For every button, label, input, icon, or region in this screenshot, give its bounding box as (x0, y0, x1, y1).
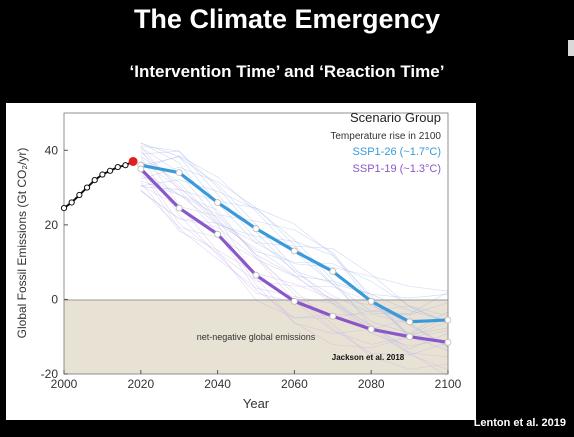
ssp1-26-point (367, 297, 375, 305)
y-axis-ticks: -20 0 20 40 (41, 143, 68, 381)
legend-title: Scenario Group (350, 110, 441, 125)
scenario-spaghetti-line (140, 190, 449, 370)
scenario-spaghetti-lines (140, 142, 449, 377)
x-tick-label: 2060 (281, 377, 308, 391)
scenario-spaghetti-line (140, 151, 449, 335)
scenario-spaghetti-line (140, 186, 449, 336)
slide-subtitle: ‘Intervention Time’ and ‘Reaction Time’ (129, 62, 445, 81)
scenario-spaghetti-line (140, 142, 449, 292)
x-tick-label: 2040 (204, 377, 231, 391)
scenario-spaghetti-line (140, 167, 449, 348)
ssp1-26-point (252, 225, 260, 232)
y-tick-label: 0 (51, 292, 58, 306)
y-tick-label: -20 (41, 367, 59, 381)
x-tick-label: 2080 (358, 377, 385, 391)
chart-figure: 2000 2020 2040 2060 2080 2100 -20 0 20 40 Year G… (6, 103, 476, 420)
ssp1-26-point (329, 268, 337, 275)
scenario-spaghetti-line (140, 180, 449, 343)
historical-point (76, 191, 83, 199)
ssp1-26-point (444, 316, 452, 324)
ssp1-19-point (252, 271, 260, 279)
ssp1-26-point (175, 169, 183, 177)
citation-credit: Lenton et al. 2019 (473, 417, 566, 429)
ssp1-26-point (406, 318, 414, 326)
y-tick-label: 40 (45, 143, 59, 157)
x-tick-label: 2100 (435, 377, 462, 391)
scenario-spaghetti-line (140, 189, 449, 358)
historical-point (99, 171, 106, 178)
source-annotation: Jackson et al. 2018 (332, 353, 405, 362)
scenario-spaghetti-line (140, 171, 449, 377)
x-tick-label: 2000 (51, 377, 78, 391)
y-tick-label: 20 (45, 218, 59, 232)
historical-point (91, 177, 98, 184)
historical-point (68, 199, 75, 206)
scenario-spaghetti-line (140, 190, 449, 347)
historical-point (60, 204, 68, 212)
legend-item-ssp1-26: SSP1-26 (~1.7°C) (353, 146, 441, 158)
scenario-spaghetti-line (140, 145, 449, 299)
scenario-spaghetti-line (140, 184, 449, 356)
legend-item-ssp1-19: SSP1-19 (~1.3°C) (353, 163, 441, 175)
historical-point (83, 184, 91, 191)
scenario-spaghetti-line (140, 146, 449, 319)
x-axis-ticks: 2000 2020 2040 2060 2080 2100 (51, 370, 462, 391)
ssp1-19-point (444, 338, 452, 346)
ssp1-19-point (367, 325, 375, 333)
slide-title: The Climate Emergency (133, 4, 441, 34)
ssp1-19-point (175, 204, 183, 212)
x-axis-label: Year (243, 396, 270, 411)
ssp1-19-point (137, 165, 145, 173)
historical-line (63, 160, 134, 209)
scenario-spaghetti-line (140, 142, 449, 322)
historical-point (114, 163, 121, 171)
scenario-spaghetti-line (140, 147, 449, 323)
series-marks (60, 156, 452, 346)
x-tick-label: 2020 (127, 377, 154, 391)
region-annotation: net-negative global emissions (197, 332, 316, 342)
ssp1-19-point (290, 297, 298, 305)
scenario-spaghetti-line (140, 156, 449, 324)
ssp1-26-point (290, 247, 298, 255)
ssp1-19-point (406, 333, 414, 341)
plot-frame (63, 112, 449, 375)
y-axis-label: Global Fossil Emissions (Gt CO₂/yr) (15, 148, 29, 339)
edge-fragment (568, 40, 574, 56)
legend-subtitle: Temperature rise in 2100 (330, 131, 441, 142)
historical-point (122, 162, 129, 169)
ssp1-19-point (329, 312, 337, 320)
historical-point (106, 167, 114, 174)
ssp1-19-point (214, 230, 222, 238)
ssp1-26-point (214, 199, 222, 206)
current-year-point (128, 156, 138, 166)
